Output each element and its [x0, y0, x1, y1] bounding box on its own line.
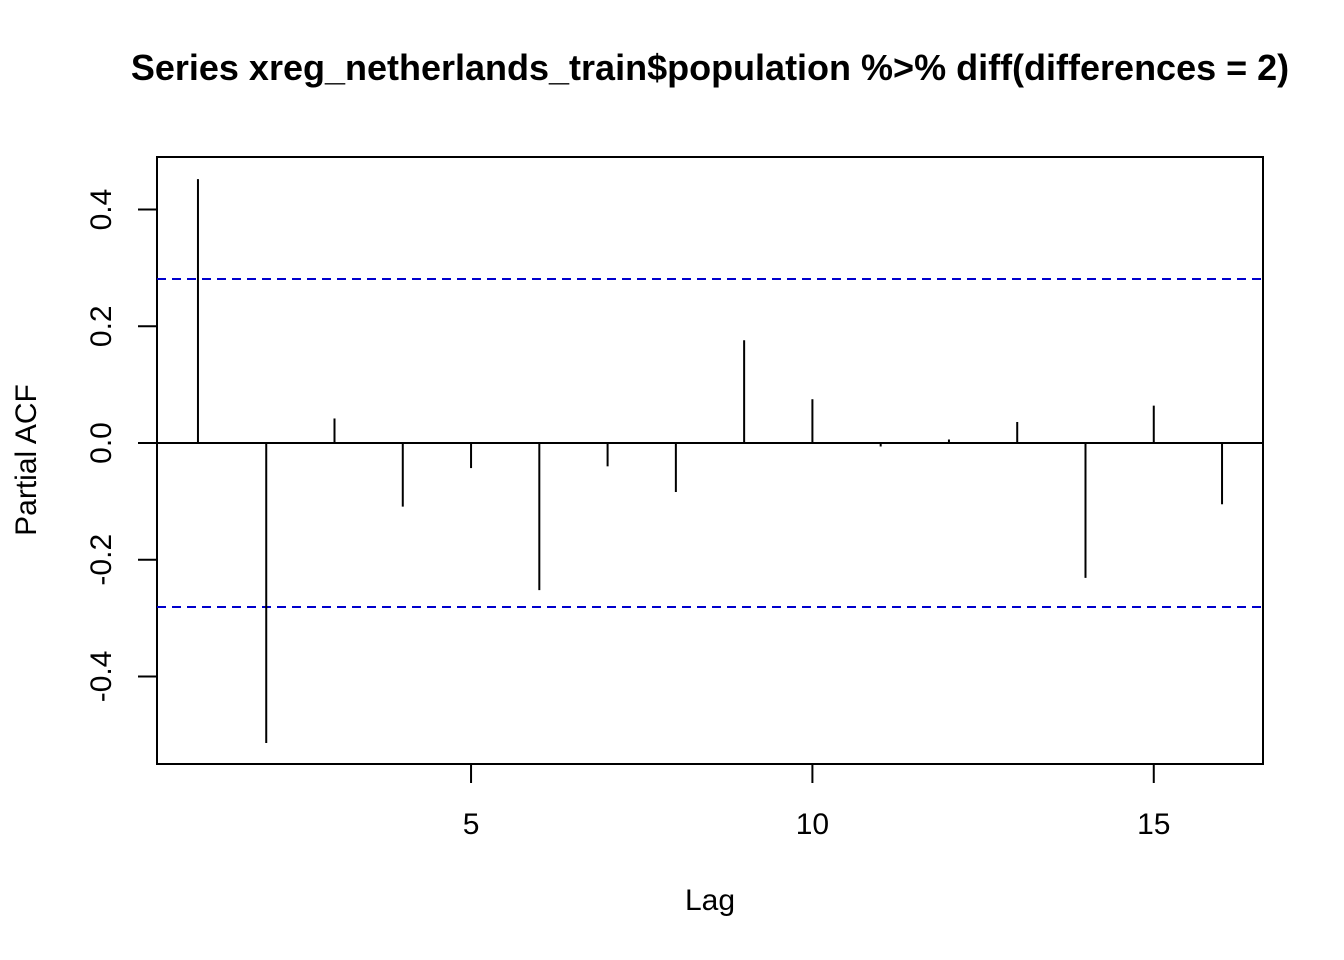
x-axis: 5 10 15 — [463, 764, 1170, 841]
y-tick-label-1: -0.2 — [85, 534, 118, 586]
y-tick-label-3: 0.2 — [85, 305, 118, 347]
confidence-lines — [157, 277, 1263, 608]
plot-frame — [156, 156, 1264, 765]
y-tick-label-4: 0.4 — [85, 189, 118, 231]
x-axis-label: Lag — [685, 884, 735, 917]
chart-title: Series xreg_netherlands_train$population… — [131, 47, 1289, 88]
x-tick-label-10: 10 — [796, 808, 829, 841]
x-tick-label-5: 5 — [463, 808, 480, 841]
x-tick-label-15: 15 — [1137, 808, 1170, 841]
y-tick-label-0: -0.4 — [85, 651, 118, 703]
y-tick-label-2: 0.0 — [85, 422, 118, 464]
y-axis: -0.4 -0.2 0.0 0.2 0.4 — [85, 189, 157, 703]
pacf-spikes — [196, 179, 1224, 743]
y-axis-label: Partial ACF — [10, 384, 43, 536]
